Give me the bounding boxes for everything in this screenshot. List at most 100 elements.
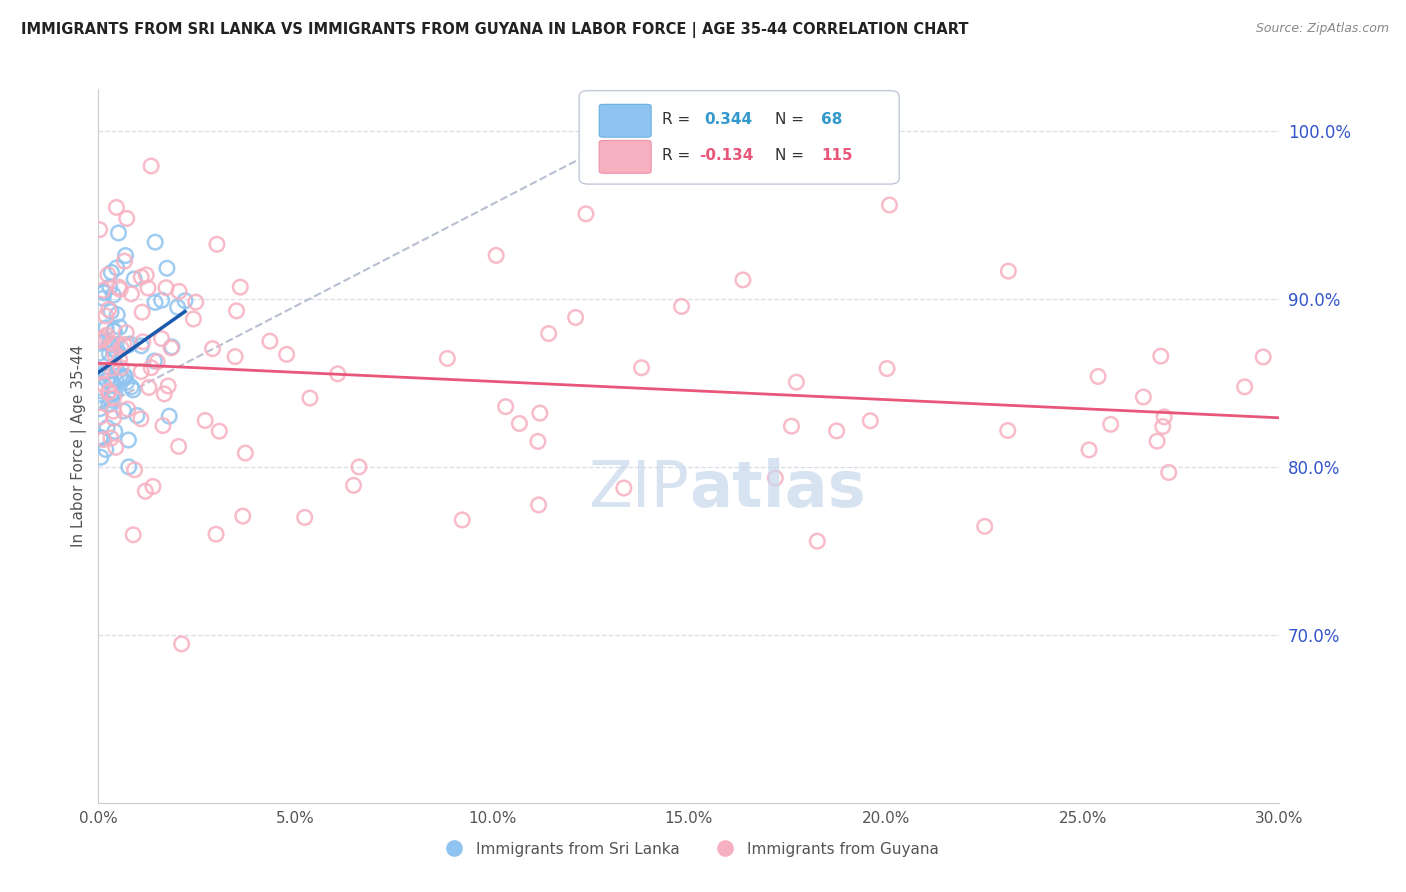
Point <box>326 367 349 381</box>
FancyBboxPatch shape <box>599 140 651 173</box>
Point <box>104 343 127 358</box>
Point <box>117 338 139 352</box>
Point <box>101 377 124 392</box>
Point <box>98 384 121 398</box>
Point <box>160 341 183 355</box>
Point <box>90 431 112 445</box>
Point <box>108 352 131 367</box>
Point <box>139 159 162 173</box>
Point <box>97 268 120 282</box>
Point <box>298 391 321 405</box>
Point <box>101 336 124 351</box>
Point <box>108 280 131 294</box>
Point <box>436 351 458 366</box>
Point <box>89 384 111 398</box>
Point <box>527 498 550 512</box>
Text: N =: N = <box>775 148 804 163</box>
Point <box>876 361 898 376</box>
Point <box>115 326 138 340</box>
Point <box>859 414 882 428</box>
Point <box>155 281 177 295</box>
Point <box>90 450 112 465</box>
Point <box>114 369 136 384</box>
Point <box>143 354 166 368</box>
Point <box>101 385 124 400</box>
Point <box>96 374 118 388</box>
Point <box>205 527 228 541</box>
Point <box>98 346 121 360</box>
Point <box>347 459 370 474</box>
Point <box>93 377 115 392</box>
Point <box>122 383 145 397</box>
Point <box>120 337 142 351</box>
Text: 0.344: 0.344 <box>704 112 752 127</box>
Point <box>132 334 155 349</box>
Point <box>973 519 995 533</box>
Point <box>118 459 141 474</box>
Point <box>105 308 128 322</box>
FancyBboxPatch shape <box>599 104 651 137</box>
Point <box>103 324 125 338</box>
Point <box>1099 417 1122 432</box>
Text: R =: R = <box>662 148 690 163</box>
Point <box>98 280 121 294</box>
Point <box>1233 380 1256 394</box>
Point <box>232 509 254 524</box>
Point <box>194 413 217 427</box>
Point <box>564 310 586 325</box>
Point <box>134 484 156 499</box>
Point <box>131 339 153 353</box>
Point <box>184 295 207 310</box>
Point <box>671 300 693 314</box>
Point <box>1152 419 1174 434</box>
Point <box>104 360 127 375</box>
Point <box>124 463 146 477</box>
Point <box>115 376 138 390</box>
Point <box>183 312 205 326</box>
Point <box>153 387 176 401</box>
Point <box>451 513 474 527</box>
Point <box>103 404 125 418</box>
Point <box>89 431 111 445</box>
Point <box>89 222 111 236</box>
Point <box>89 409 111 424</box>
Point <box>166 300 188 314</box>
Point <box>225 303 247 318</box>
Point <box>485 248 508 262</box>
Point <box>1146 434 1168 449</box>
Point <box>93 330 115 344</box>
Point <box>89 336 111 351</box>
Point <box>201 342 224 356</box>
Point <box>141 360 163 375</box>
Point <box>103 411 125 425</box>
Point <box>224 350 246 364</box>
Point <box>93 285 115 299</box>
Text: ZIP: ZIP <box>588 458 689 520</box>
Point <box>731 273 754 287</box>
Point <box>117 433 139 447</box>
Point <box>100 431 122 445</box>
Text: 68: 68 <box>821 112 842 127</box>
Text: 115: 115 <box>821 148 853 163</box>
Point <box>167 285 190 299</box>
Point <box>1078 442 1101 457</box>
Point <box>105 260 128 275</box>
Point <box>89 395 111 409</box>
Point <box>825 424 848 438</box>
Point <box>785 375 807 389</box>
Point <box>129 365 152 379</box>
Point <box>763 471 786 485</box>
Point <box>104 373 127 387</box>
Point <box>104 385 127 400</box>
Text: -0.134: -0.134 <box>700 148 754 163</box>
Point <box>125 409 148 423</box>
Point <box>146 354 169 368</box>
Point <box>160 340 183 354</box>
Point <box>97 385 120 400</box>
Point <box>108 283 131 297</box>
Point <box>100 338 122 352</box>
Point <box>103 324 125 338</box>
Point <box>780 419 803 434</box>
Point <box>91 291 114 305</box>
Point <box>114 249 136 263</box>
